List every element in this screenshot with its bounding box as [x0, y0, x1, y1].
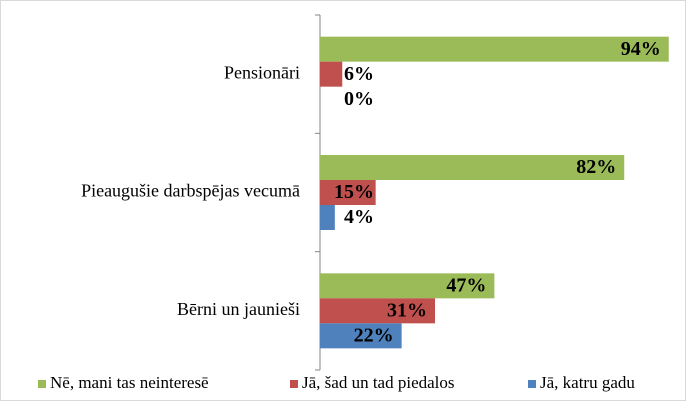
bar	[320, 298, 436, 324]
category-label: Pieaugušie darbspējas vecumā	[81, 181, 300, 201]
bar	[320, 36, 669, 62]
legend-label: Jā, katru gadu	[540, 373, 635, 392]
legend-label: Nē, mani tas neinteresē	[50, 373, 209, 392]
category-label: Bērni un jaunieši	[177, 299, 300, 319]
bar	[320, 323, 402, 349]
bar	[320, 155, 625, 180]
bar	[320, 205, 335, 230]
data-label: 6%	[344, 63, 374, 85]
data-label: 22%	[354, 324, 394, 346]
legend-label: Jā, šad un tad piedalos	[302, 373, 455, 392]
data-label: 31%	[387, 299, 427, 321]
data-label: 47%	[446, 274, 486, 296]
bar	[320, 61, 343, 87]
data-label: 0%	[344, 88, 374, 110]
category-label: Pensionāri	[224, 62, 300, 82]
bar	[320, 180, 376, 205]
data-label: 94%	[621, 38, 661, 60]
legend-marker	[528, 380, 536, 388]
data-label: 82%	[576, 156, 616, 178]
legend-marker	[38, 380, 46, 388]
bar	[320, 273, 495, 299]
data-label: 4%	[344, 206, 374, 228]
legend-marker	[290, 380, 298, 388]
data-label: 15%	[334, 181, 374, 203]
